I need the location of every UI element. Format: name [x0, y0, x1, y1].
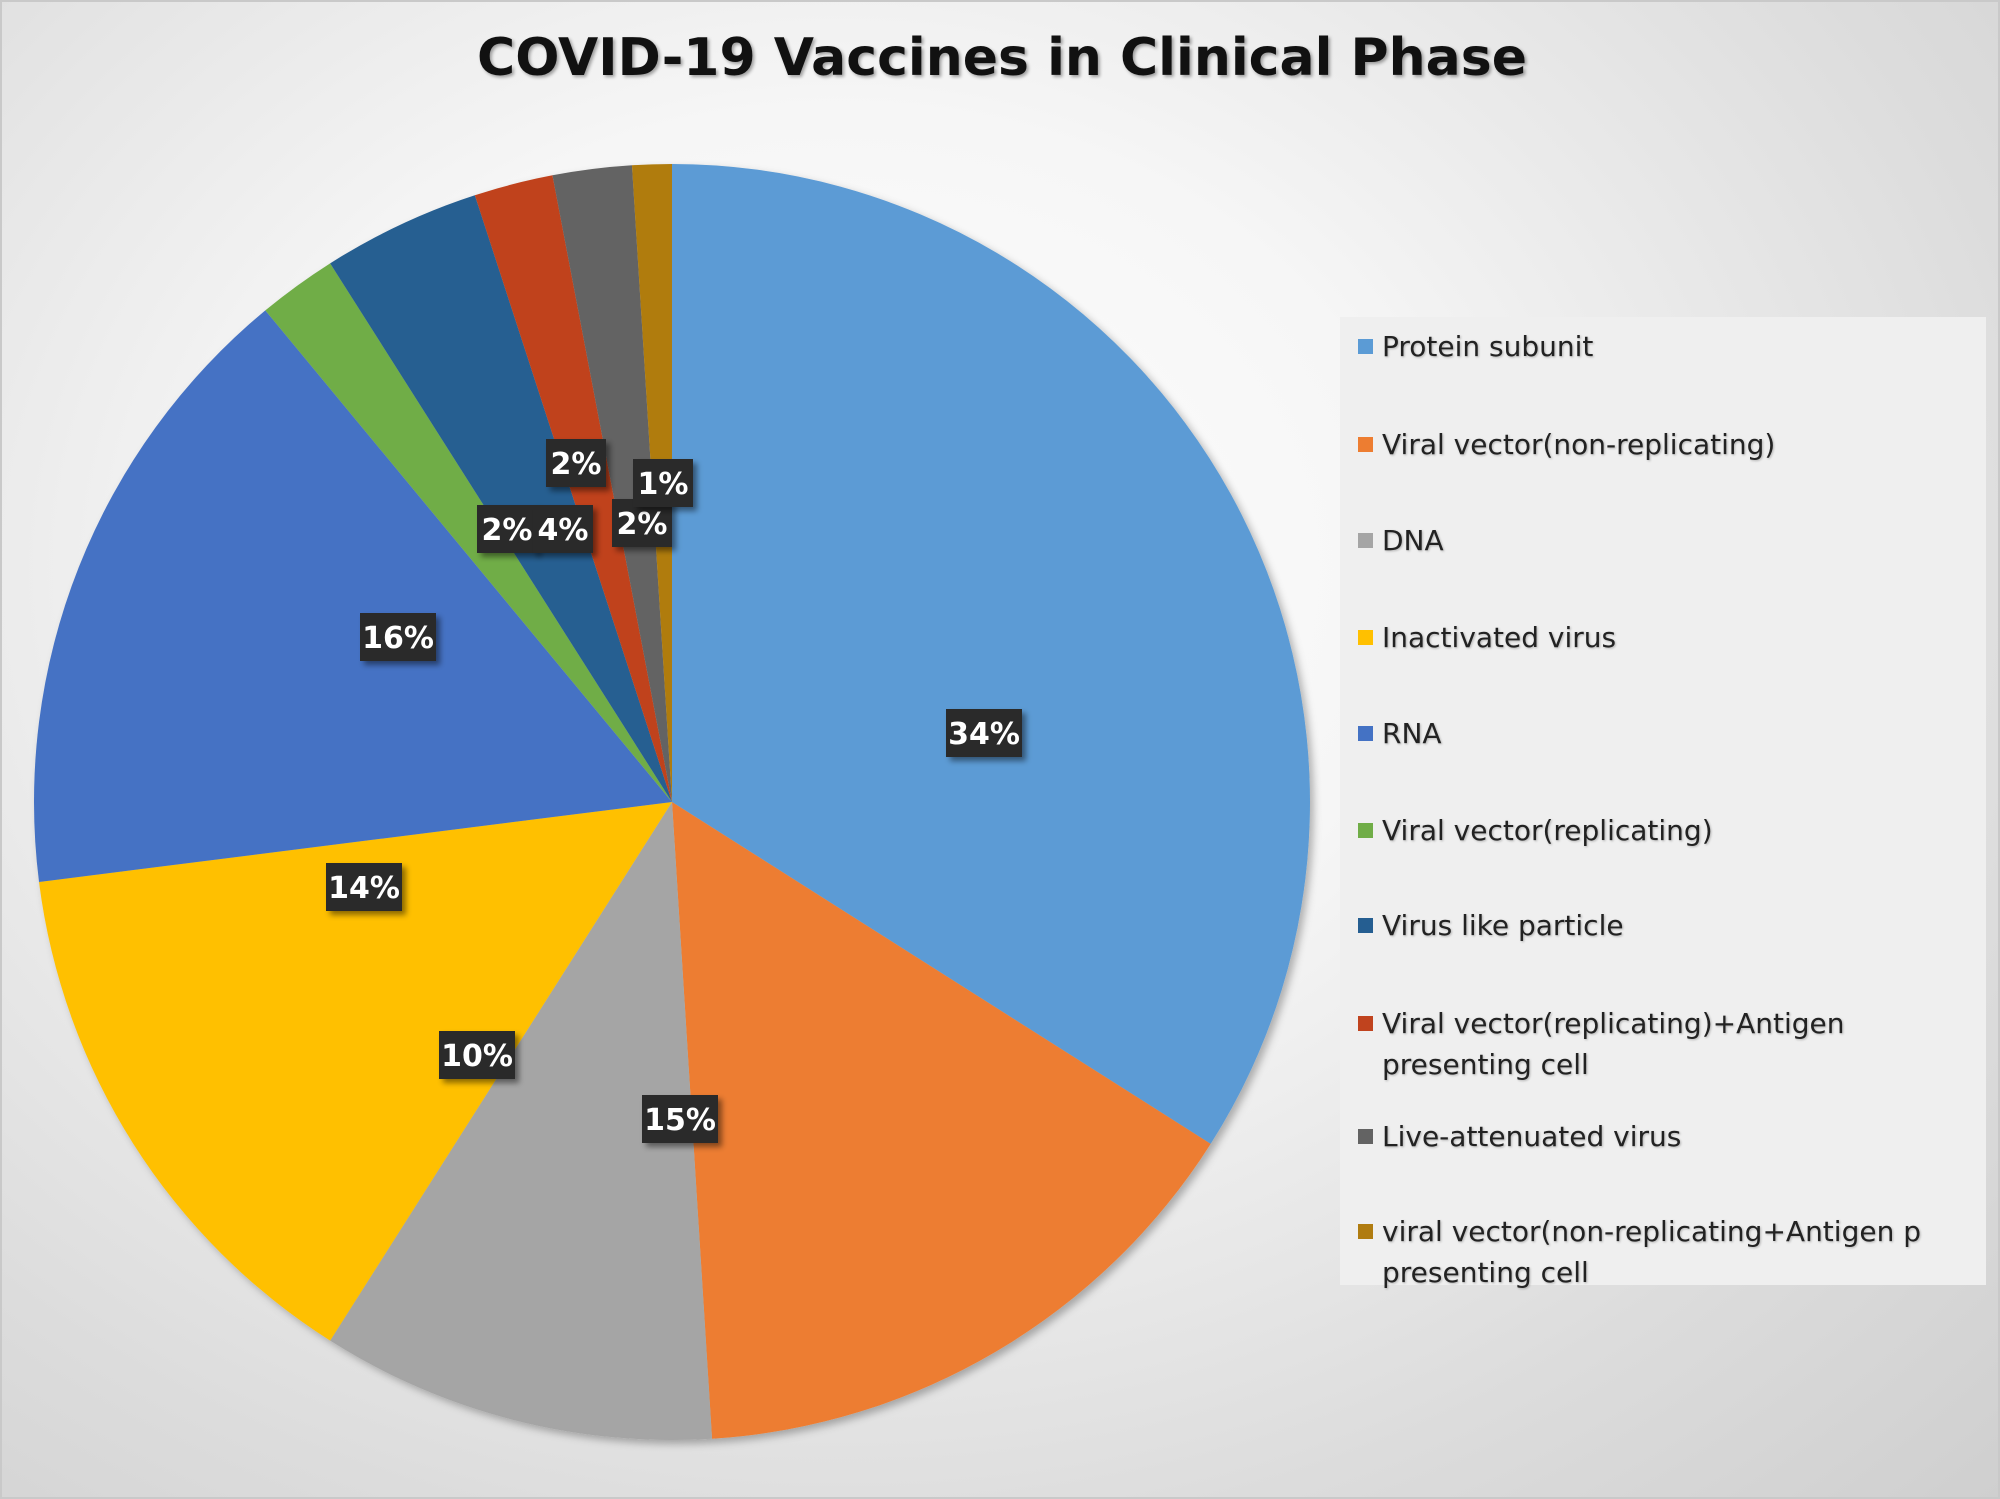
data-label-text: 2%: [482, 513, 533, 548]
legend-item: Viral vector(replicating)+Antigen presen…: [1358, 1003, 1978, 1085]
data-label-box: [326, 863, 402, 911]
legend-label: Protein subunit: [1382, 330, 1594, 363]
data-label-9: 1%: [633, 459, 693, 507]
data-label-5: 2%: [477, 505, 537, 553]
data-label-box: [642, 1095, 718, 1143]
pie-slice-3: [39, 802, 672, 1341]
data-label-text: 2%: [617, 507, 668, 542]
pie-slice-2: [330, 802, 713, 1440]
pie-slice-7: [474, 175, 672, 803]
legend-label: DNA: [1382, 524, 1444, 557]
data-label-text: 14%: [328, 871, 400, 906]
legend-label: Inactivated virus: [1382, 621, 1617, 654]
legend-swatch: [1358, 1129, 1373, 1144]
data-label-6: 4%: [533, 505, 593, 553]
legend-item: Live-attenuated virus: [1358, 1116, 1978, 1157]
legend-swatch: [1358, 823, 1373, 838]
data-label-box: [546, 439, 606, 487]
data-label-1: 15%: [642, 1095, 718, 1143]
data-label-text: 34%: [948, 717, 1020, 752]
data-label-7: 2%: [546, 439, 606, 487]
data-label-box: [533, 505, 593, 553]
data-label-text: 4%: [538, 513, 589, 548]
pie-data-labels: 34%15%10%14%16%2% 4%2%2%1%: [326, 439, 1022, 1143]
data-label-box: [439, 1031, 515, 1079]
legend-label: RNA: [1382, 717, 1442, 750]
legend-swatch: [1358, 1224, 1373, 1239]
data-label-box: [360, 613, 436, 661]
legend-swatch: [1358, 437, 1373, 452]
legend-label: Virus like particle: [1382, 909, 1624, 942]
data-label-2: 10%: [439, 1031, 515, 1079]
pie-slice-0: [672, 164, 1311, 1144]
legend-label: Live-attenuated virus: [1382, 1120, 1682, 1153]
legend-item: viral vector(non-replicating+Antigen p p…: [1358, 1211, 1978, 1293]
data-label-text: 16%: [362, 621, 434, 656]
pie-slices: [33, 164, 1311, 1440]
data-label-0: 34%: [946, 709, 1022, 757]
pie-slice-8: [552, 165, 672, 802]
data-label-3: 14%: [326, 863, 402, 911]
legend-swatch: [1358, 630, 1373, 645]
legend-item: Viral vector(replicating): [1358, 810, 1978, 851]
legend-item: RNA: [1358, 713, 1978, 754]
data-label-text: 10%: [441, 1039, 513, 1074]
pie-slice-1: [672, 802, 1211, 1439]
legend-label: Viral vector(replicating): [1382, 814, 1713, 847]
legend-label: viral vector(non-replicating+Antigen p p…: [1382, 1215, 1921, 1289]
legend-label: Viral vector(replicating)+Antigen presen…: [1382, 1007, 1845, 1081]
data-label-box: [946, 709, 1022, 757]
data-label-text: 15%: [644, 1103, 716, 1138]
legend-swatch: [1358, 339, 1373, 354]
data-label-box: [477, 505, 537, 553]
legend-item: Virus like particle: [1358, 905, 1978, 946]
legend-item: DNA: [1358, 520, 1978, 561]
pie-slice-6: [330, 195, 672, 803]
data-label-4: 16%: [360, 613, 436, 661]
legend-swatch: [1358, 533, 1373, 548]
data-label-box: [633, 459, 693, 507]
legend-swatch: [1358, 1016, 1373, 1031]
legend-label: Viral vector(non-replicating): [1382, 428, 1776, 461]
legend-item: Viral vector(non-replicating): [1358, 424, 1978, 465]
legend-item: Inactivated virus: [1358, 617, 1978, 658]
pie-slice-5: [265, 263, 672, 802]
legend-swatch: [1358, 726, 1373, 741]
chart-title: COVID-19 Vaccines in Clinical Phase: [477, 28, 1527, 88]
data-label-text: 1%: [638, 467, 689, 502]
pie-slice-4: [33, 310, 673, 882]
chart-legend: Protein subunit Viral vector(non-replicat…: [1340, 317, 1986, 1289]
legend-swatch: [1358, 918, 1373, 933]
data-label-text: 2%: [551, 447, 602, 482]
legend-item: Protein subunit: [1358, 326, 1978, 367]
